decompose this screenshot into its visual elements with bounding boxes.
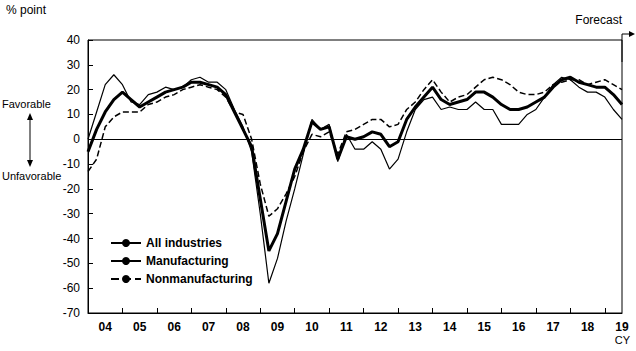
svg-text:17: 17	[546, 320, 560, 334]
svg-text:04: 04	[99, 320, 113, 334]
svg-text:16: 16	[512, 320, 526, 334]
svg-text:-40: -40	[63, 232, 81, 246]
svg-text:10: 10	[67, 107, 81, 121]
svg-text:-10: -10	[63, 157, 81, 171]
svg-text:Favorable: Favorable	[2, 98, 51, 110]
svg-text:11: 11	[340, 320, 353, 334]
svg-text:-20: -20	[63, 182, 81, 196]
svg-text:13: 13	[409, 320, 423, 334]
svg-text:Manufacturing: Manufacturing	[146, 254, 229, 268]
svg-text:-60: -60	[63, 281, 81, 295]
svg-text:05: 05	[133, 320, 147, 334]
svg-text:-50: -50	[63, 256, 81, 270]
svg-text:09: 09	[271, 320, 285, 334]
svg-text:30: 30	[67, 58, 81, 72]
svg-text:07: 07	[202, 320, 216, 334]
svg-text:12: 12	[374, 320, 388, 334]
svg-text:% point: % point	[6, 3, 47, 17]
svg-text:15: 15	[478, 320, 492, 334]
svg-text:18: 18	[581, 320, 595, 334]
svg-text:Forecast: Forecast	[575, 13, 622, 27]
svg-text:06: 06	[167, 320, 181, 334]
svg-text:CY: CY	[615, 334, 631, 346]
svg-text:10: 10	[305, 320, 319, 334]
svg-text:-30: -30	[63, 207, 81, 221]
svg-text:19: 19	[615, 320, 629, 334]
svg-text:-70: -70	[63, 306, 81, 320]
svg-text:20: 20	[67, 83, 81, 97]
svg-text:0: 0	[73, 132, 80, 146]
svg-text:08: 08	[236, 320, 250, 334]
svg-text:40: 40	[67, 33, 81, 47]
svg-text:Nonmanufacturing: Nonmanufacturing	[146, 272, 253, 286]
svg-text:All industries: All industries	[146, 236, 222, 250]
svg-text:14: 14	[443, 320, 457, 334]
svg-text:Unfavorable: Unfavorable	[2, 170, 61, 182]
